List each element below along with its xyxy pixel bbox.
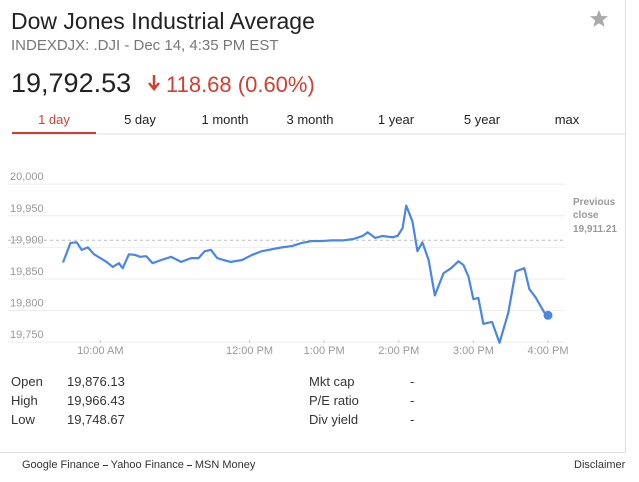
tab[interactable]: 5 year [463,112,501,127]
footer-link[interactable]: Yahoo Finance [110,459,184,471]
stat-label: Div yield [309,412,359,427]
card [0,0,626,453]
tab[interactable]: 1 month [201,112,249,127]
y-tick-label: 19,850 [10,266,44,278]
star-icon[interactable] [589,9,609,28]
title: Dow Jones Industrial Average [11,8,315,34]
price: 19,792.53 [11,68,132,98]
tab[interactable]: 1 year [377,112,415,127]
stat-value: - [410,412,415,427]
x-tick-label: 3:00 PM [453,345,494,357]
x-tick-label: 12:00 PM [226,345,273,357]
change: 118.68 (0.60%) [166,72,315,97]
footer-link[interactable]: Google Finance [22,459,100,471]
stat-label: Open [11,374,43,389]
stat-label: Low [11,412,35,427]
stat-value: 19,966.43 [67,393,125,408]
y-tick-label: 19,950 [10,203,44,215]
last-point [543,310,553,320]
tab[interactable]: 5 day [124,112,156,127]
tab[interactable]: 1 day [38,112,70,127]
footer-links: Google Finance Yahoo Finance MSN Money [22,459,255,471]
previous-close-label: Previous close [573,197,616,221]
stat-label: Mkt cap [309,374,355,389]
separator [186,464,192,466]
down-arrow [148,75,160,91]
x-tick-label: 2:00 PM [378,345,419,357]
stat-label: High [11,393,38,408]
stat-value: - [410,374,415,389]
stat-value: - [410,393,415,408]
x-tick-label: 1:00 PM [304,345,345,357]
separator [102,464,108,466]
stat-label: P/E ratio [309,393,359,408]
price-line [61,204,549,344]
tab[interactable]: max [554,112,580,127]
stat-value: 19,748.67 [67,412,125,427]
y-tick-label: 19,800 [10,298,44,310]
y-tick-label: 20,000 [10,171,44,183]
x-tick-label: 4:00 PM [528,345,569,357]
footer-link[interactable]: MSN Money [194,459,256,471]
x-tick-label: 10:00 AM [77,345,123,357]
previous-close-value: 19,911.21 [573,224,617,235]
y-tick-label: 19,750 [10,329,44,341]
subtitle: INDEXDJX: .DJI - Dec 14, 4:35 PM EST [11,37,279,54]
tab[interactable]: 3 month [286,112,334,127]
disclaimer[interactable]: Disclaimer [574,459,626,471]
stat-value: 19,876.13 [67,374,125,389]
chart: 20,00019,95019,90019,85019,80019,75010:0… [8,132,625,357]
